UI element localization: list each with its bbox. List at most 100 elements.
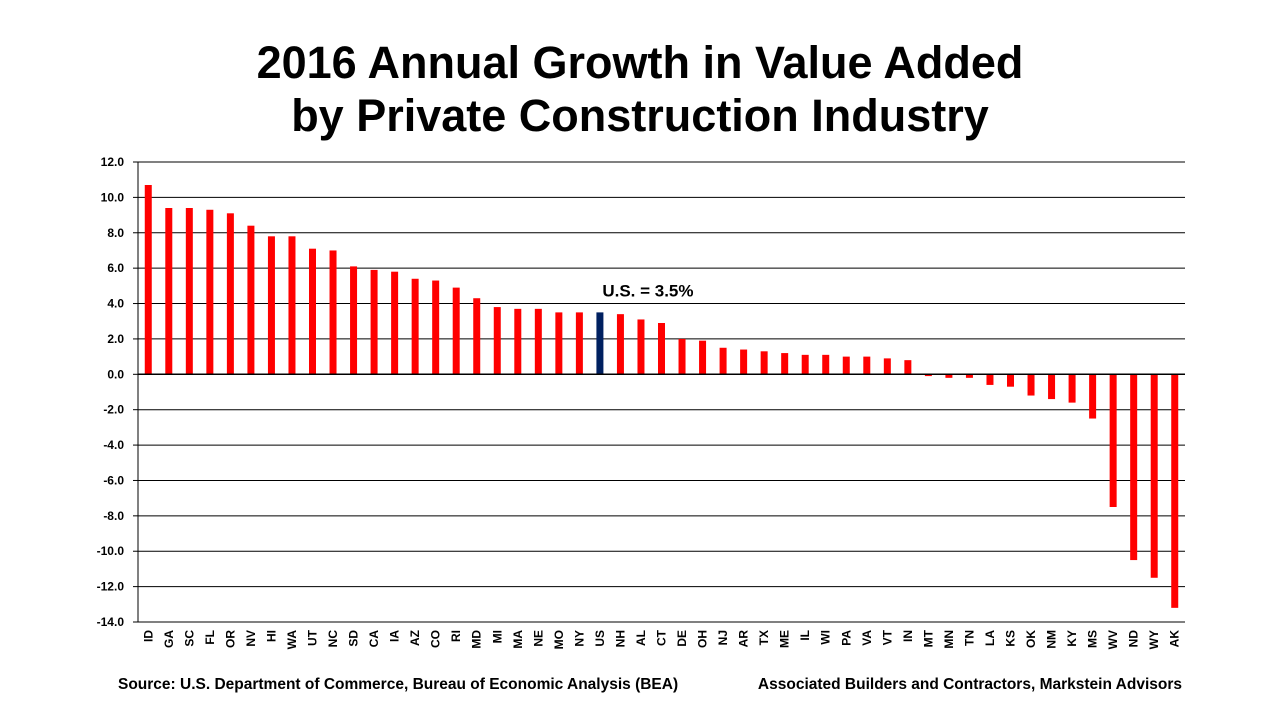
x-tick-label: WV <box>1106 630 1120 649</box>
bars <box>144 185 1179 608</box>
y-tick-label: 0.0 <box>107 367 124 381</box>
bar-nv <box>247 225 255 375</box>
bar-sd <box>350 266 358 375</box>
y-tick-label: -8.0 <box>103 509 124 523</box>
x-tick-label: UT <box>306 629 320 646</box>
x-tick-label: NE <box>531 630 545 647</box>
x-tick-label: CT <box>655 629 669 646</box>
x-tick-label: PA <box>839 630 853 646</box>
source-note: Source: U.S. Department of Commerce, Bur… <box>118 676 679 693</box>
title-line-1: 2016 Annual Growth in Value Added <box>256 37 1024 88</box>
bar-tx <box>760 351 768 375</box>
bar-ia <box>391 271 399 375</box>
bar-fl <box>206 209 214 375</box>
x-tick-label: MN <box>942 630 956 649</box>
bar-ky <box>1068 374 1076 403</box>
x-tick-label: GA <box>162 630 176 648</box>
x-tick-label: TX <box>757 630 771 645</box>
x-tick-label: WA <box>285 630 299 650</box>
x-tick-label: NH <box>613 630 627 647</box>
bar-vt <box>883 358 891 375</box>
bar-ma <box>514 308 522 375</box>
bar-mn <box>945 374 953 378</box>
y-tick-label: -10.0 <box>97 544 125 558</box>
x-tick-label: MO <box>552 630 566 649</box>
axes <box>133 161 1185 623</box>
y-tick-label: -2.0 <box>103 403 124 417</box>
title-line-2: by Private Construction Industry <box>291 90 989 141</box>
us-annotation: U.S. = 3.5% <box>602 281 693 300</box>
bar-ok <box>1027 374 1035 396</box>
bar-ms <box>1089 374 1097 419</box>
y-tick-label: 8.0 <box>107 226 124 240</box>
bar-sc <box>185 208 193 375</box>
x-tick-label: RI <box>449 630 463 642</box>
bar-ga <box>165 208 173 375</box>
bar-md <box>473 298 481 375</box>
x-tick-label: LA <box>983 630 997 646</box>
bar-il <box>801 354 809 375</box>
y-tick-label: 6.0 <box>107 261 124 275</box>
x-tick-label: FL <box>203 630 217 645</box>
bar-ar <box>740 349 748 375</box>
bar-ny <box>575 312 583 375</box>
y-tick-label: 12.0 <box>101 155 125 169</box>
bar-ut <box>309 248 316 375</box>
bar-wa <box>288 236 296 375</box>
bar-me <box>781 353 789 375</box>
bar-mt <box>924 374 932 377</box>
x-tick-label: ID <box>141 630 155 642</box>
bar-va <box>863 356 871 375</box>
bar-wi <box>822 354 830 375</box>
x-tick-label: AZ <box>408 630 422 646</box>
y-tick-label: 4.0 <box>107 297 124 311</box>
chart-title: 2016 Annual Growth in Value Added by Pri… <box>0 36 1280 142</box>
x-tick-label: MD <box>470 630 484 649</box>
bar-nc <box>329 250 337 375</box>
x-tick-label: OR <box>223 630 237 648</box>
bar-ks <box>1007 374 1014 387</box>
bar-ri <box>452 287 460 375</box>
bar-hi <box>267 236 275 375</box>
x-tick-label: MI <box>490 630 504 643</box>
y-tick-label: -6.0 <box>103 473 124 487</box>
x-tick-label: AK <box>1168 630 1182 648</box>
x-tick-label: AR <box>737 630 751 648</box>
labels: 12.0 10.0 8.0 6.0 4.0 2.0 0.0 -2.0 -4.0 -6.0 -8.0 -… <box>97 155 1182 649</box>
x-tick-label: MA <box>511 630 525 649</box>
bar-al <box>637 319 645 375</box>
bar-ca <box>370 269 378 375</box>
x-tick-label: CO <box>429 630 443 648</box>
bar-ak <box>1171 374 1179 608</box>
x-tick-label: DE <box>675 630 689 647</box>
bar-wv <box>1109 374 1117 507</box>
x-tick-label: NV <box>244 630 258 647</box>
credit-note: Associated Builders and Contractors, Mar… <box>757 676 1182 693</box>
y-tick-label: 2.0 <box>107 332 124 346</box>
bar-co <box>432 280 440 375</box>
bar-az <box>411 278 419 375</box>
x-tick-label: HI <box>264 630 278 642</box>
x-tick-label: MS <box>1086 630 1100 648</box>
bar-ct <box>658 323 665 375</box>
bar-mo <box>555 312 563 375</box>
bar-tn <box>965 374 973 378</box>
x-tick-label: OK <box>1024 630 1038 648</box>
bar-in <box>904 360 912 375</box>
x-tick-label: AL <box>634 630 648 646</box>
bar-oh <box>699 340 707 375</box>
x-tick-label: OH <box>696 630 710 648</box>
x-tick-label: KS <box>1004 630 1018 647</box>
bar-de <box>678 338 686 375</box>
y-tick-label: 10.0 <box>101 190 125 204</box>
x-tick-label: WI <box>819 630 833 645</box>
bar-nd <box>1130 374 1138 561</box>
x-tick-label: TN <box>962 630 976 646</box>
x-tick-label: NJ <box>716 630 730 645</box>
x-tick-label: IN <box>901 630 915 642</box>
bar-nm <box>1048 374 1056 400</box>
x-tick-label: IA <box>388 630 402 642</box>
bar-pa <box>842 356 850 375</box>
x-tick-label: ND <box>1127 630 1141 648</box>
x-tick-label: NM <box>1045 630 1059 649</box>
